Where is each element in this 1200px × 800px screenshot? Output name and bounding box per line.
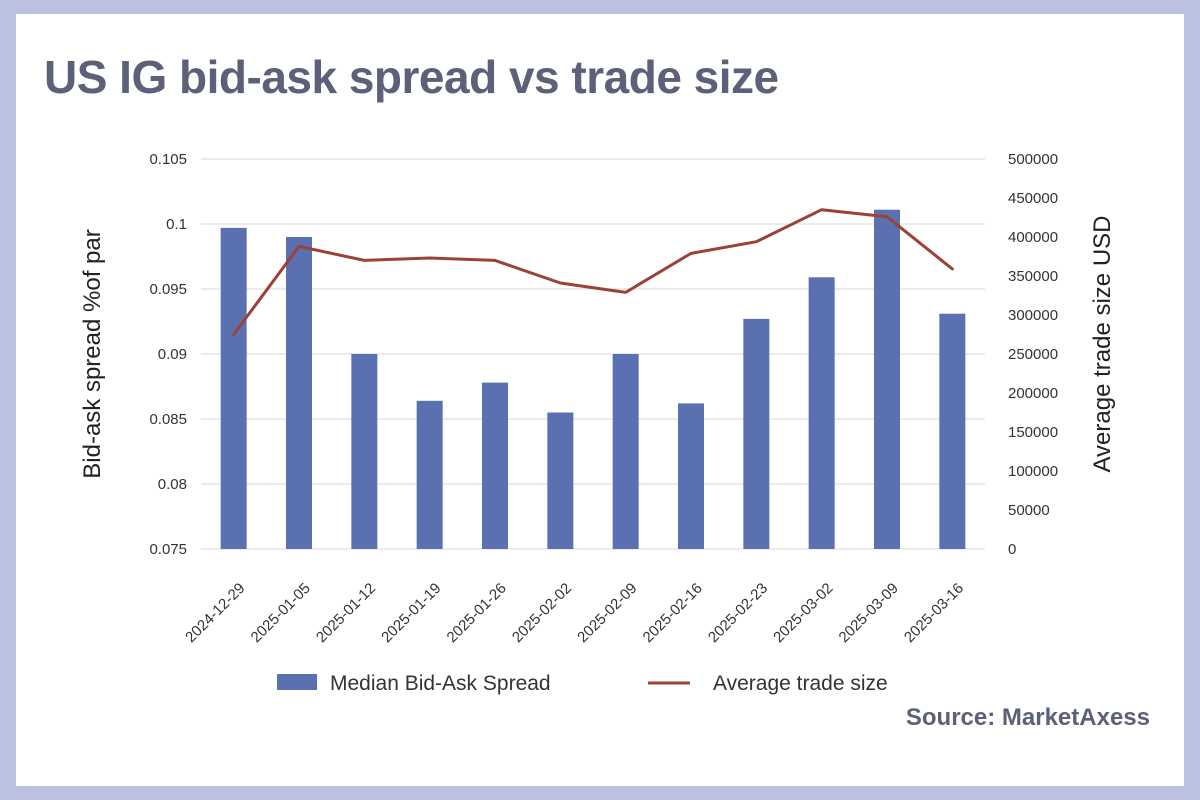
bar xyxy=(939,313,966,549)
chart-title: US IG bid-ask spread vs trade size xyxy=(44,51,779,103)
bar xyxy=(416,400,443,549)
y-tick-label: 0.09 xyxy=(158,346,187,363)
y-tick-label: 0.085 xyxy=(149,411,187,428)
bar xyxy=(678,403,704,549)
x-tick-label: 2025-01-26 xyxy=(444,580,510,646)
bar xyxy=(220,227,247,549)
bar xyxy=(482,382,508,549)
y2-tick-label: 500000 xyxy=(1008,151,1058,168)
bar xyxy=(547,412,574,549)
bar xyxy=(808,277,835,549)
x-tick-label: 2025-03-16 xyxy=(901,580,967,646)
y2-tick-label: 300000 xyxy=(1008,307,1058,324)
y2-axis-title: Average trade size USD xyxy=(1089,215,1116,472)
x-tick-label: 2025-03-09 xyxy=(836,580,902,646)
x-tick-label: 2025-02-23 xyxy=(705,580,771,646)
bar xyxy=(351,354,378,549)
y2-tick-label: 50000 xyxy=(1008,502,1050,519)
x-tick-label: 2025-02-09 xyxy=(574,580,640,646)
x-tick-label: 2024-12-29 xyxy=(182,580,248,646)
y2-tick-label: 200000 xyxy=(1008,385,1058,402)
y2-tick-label: 450000 xyxy=(1008,190,1058,207)
y2-tick-label: 0 xyxy=(1008,541,1016,558)
line-series-average-trade-size xyxy=(232,208,954,336)
bar xyxy=(286,237,312,549)
y-tick-label: 0.08 xyxy=(158,476,187,493)
y2-tick-label: 150000 xyxy=(1008,424,1058,441)
x-tick-label: 2025-01-12 xyxy=(313,580,379,646)
source-note: Source: MarketAxess xyxy=(905,704,1150,731)
chart-card xyxy=(16,14,1184,786)
bar xyxy=(612,354,639,549)
y-tick-label: 0.1 xyxy=(166,216,187,233)
x-tick-label: 2025-03-02 xyxy=(770,580,836,646)
y-tick-label: 0.075 xyxy=(149,541,187,558)
bar xyxy=(743,318,770,549)
y2-tick-label: 400000 xyxy=(1008,229,1058,246)
y2-tick-label: 350000 xyxy=(1008,268,1058,285)
legend-swatch-bar xyxy=(277,674,317,690)
x-tick-label: 2025-01-19 xyxy=(378,580,444,646)
y2-tick-label: 100000 xyxy=(1008,463,1058,480)
y-tick-label: 0.095 xyxy=(149,281,187,298)
x-tick-label: 2025-02-02 xyxy=(509,580,575,646)
y-tick-label: 0.105 xyxy=(149,151,187,168)
y2-tick-label: 250000 xyxy=(1008,346,1058,363)
bar xyxy=(874,209,900,549)
x-tick-label: 2025-02-16 xyxy=(640,580,706,646)
legend-label-bar: Median Bid-Ask Spread xyxy=(330,672,551,695)
legend-label-line: Average trade size xyxy=(713,672,888,695)
y-axis-title: Bid-ask spread %of par xyxy=(79,229,106,478)
x-tick-label: 2025-01-05 xyxy=(248,580,314,646)
